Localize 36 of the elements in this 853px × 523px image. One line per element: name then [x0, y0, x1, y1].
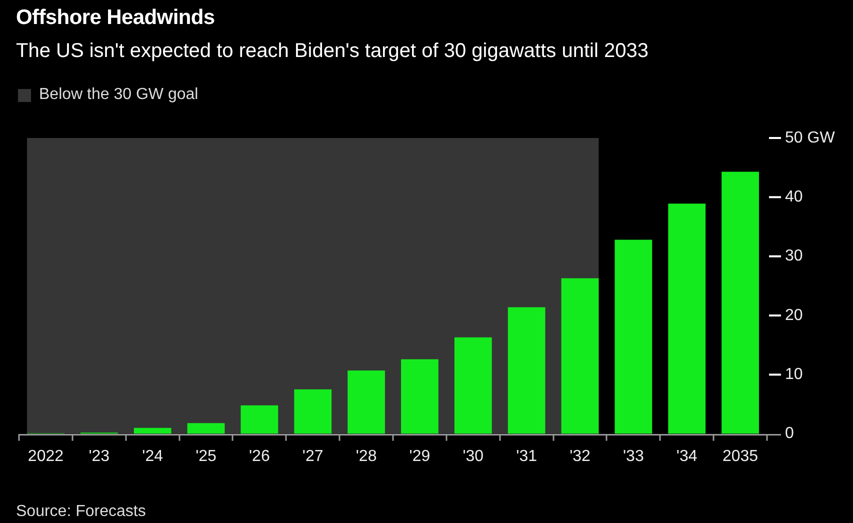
x-tick-label: '23: [88, 448, 110, 465]
bar: [668, 204, 706, 434]
bar: [722, 172, 759, 434]
x-tick-label: '31: [516, 448, 538, 465]
x-tick-label: 2022: [28, 448, 64, 465]
bar: [401, 359, 438, 434]
x-tick-label: '28: [356, 448, 377, 465]
y-tick-label: 40: [785, 188, 803, 206]
source-note: Source: Forecasts: [16, 503, 146, 521]
bar: [187, 423, 225, 434]
y-tick-label: 50 GW: [785, 129, 836, 146]
legend-label: Below the 30 GW goal: [39, 86, 198, 104]
x-tick-label: '27: [302, 448, 324, 465]
x-tick-label: '30: [462, 448, 484, 465]
bar: [134, 428, 172, 434]
bar: [614, 240, 652, 434]
y-tick-label: 30: [785, 248, 803, 265]
bar: [454, 337, 492, 434]
y-tick-label: 0: [785, 425, 794, 442]
x-tick-label: '33: [623, 448, 644, 465]
x-tick-label: '32: [570, 448, 591, 465]
x-tick-label: '24: [142, 448, 164, 465]
chart-title: Offshore Headwinds: [16, 6, 215, 30]
y-tick-label: 20: [785, 306, 803, 324]
chart-subtitle: The US isn't expected to reach Biden's target of 30 gigawatts until 2033: [16, 40, 648, 63]
bar: [508, 307, 546, 434]
x-tick-label: '34: [676, 448, 698, 465]
x-tick-label: 2035: [722, 448, 758, 465]
bar: [294, 389, 332, 434]
bar: [348, 370, 385, 434]
bar: [240, 405, 278, 434]
y-tick-label: 10: [785, 366, 803, 384]
x-tick-label: '29: [409, 448, 430, 465]
x-tick-label: '26: [249, 448, 270, 465]
bar: [561, 278, 599, 434]
x-tick-label: '25: [196, 448, 217, 465]
